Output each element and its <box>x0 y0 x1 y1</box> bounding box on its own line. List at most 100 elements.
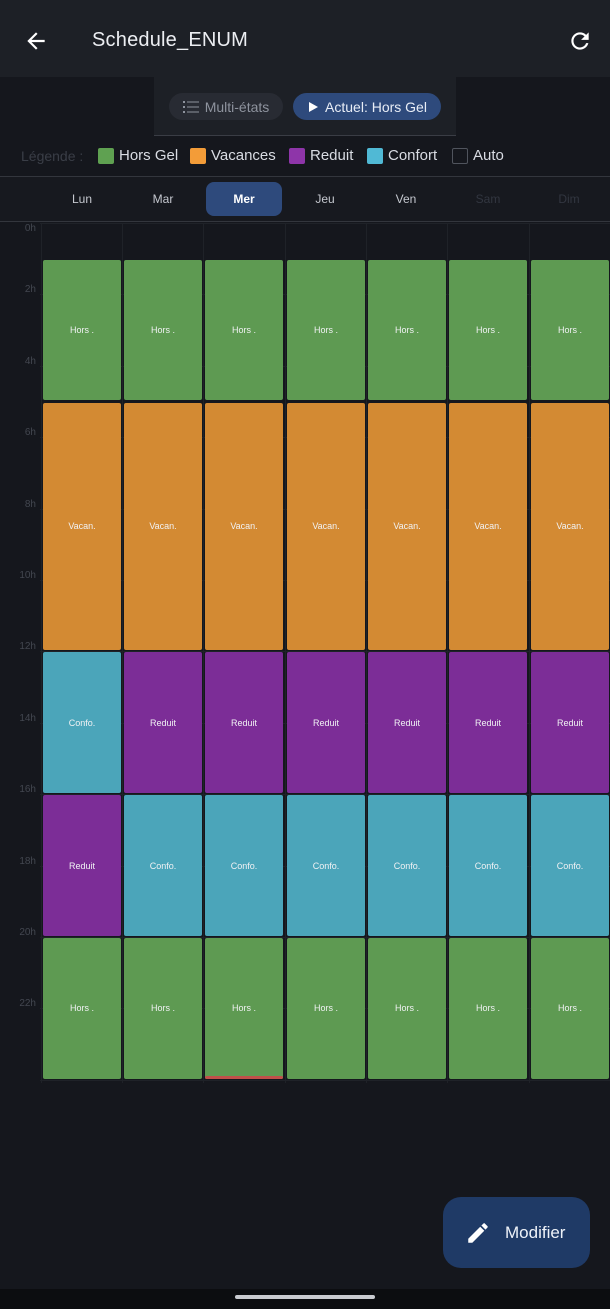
list-icon <box>182 100 199 113</box>
schedule-block-vac[interactable]: Vacan. <box>531 402 609 651</box>
schedule-block-red[interactable]: Reduit <box>449 652 527 794</box>
multi-states-chip[interactable]: Multi-états <box>169 93 283 120</box>
schedule-block-vac[interactable]: Vacan. <box>205 402 283 651</box>
schedule-block-hors[interactable]: Hors . <box>205 259 283 401</box>
schedule-block-hors[interactable]: Hors . <box>287 938 365 1079</box>
legend-item-vacances: Vacances <box>190 147 276 164</box>
day-tabs: Lun Mar Mer Jeu Ven Sam Dim <box>0 176 610 222</box>
schedule-block-red[interactable]: Reduit <box>124 652 202 794</box>
schedule-block-conf[interactable]: Confo. <box>124 795 202 936</box>
schedule-block-vac[interactable]: Vacan. <box>124 402 202 651</box>
schedule-grid[interactable]: 0h 2h 4h 6h 8h 10h 12h 14h 16h 18h 20h 22h Hors . Vac… <box>0 223 610 1083</box>
schedule-block-red[interactable]: Reduit <box>287 652 365 794</box>
schedule-block-red[interactable]: Reduit <box>205 652 283 794</box>
grid-column-line <box>122 223 123 1083</box>
hour-label: 20h <box>19 927 36 938</box>
legend-swatch <box>367 147 383 164</box>
schedule-block-red[interactable]: Reduit <box>368 652 446 794</box>
schedule-block-conf[interactable]: Confo. <box>531 795 609 936</box>
hour-label: 10h <box>19 570 36 581</box>
legend-title: Légende : <box>21 148 84 164</box>
system-nav-bar <box>0 1289 610 1309</box>
legend-item-label: Confort <box>388 147 438 164</box>
schedule-block-vac[interactable]: Vacan. <box>43 402 121 651</box>
legend: Légende : Hors Gel Vacances Reduit Confo… <box>0 140 610 172</box>
legend-item-label: Vacances <box>211 147 276 164</box>
multi-states-label: Multi-états <box>204 98 270 115</box>
schedule-block-hors[interactable]: Hors . <box>531 938 609 1079</box>
schedule-block-hors[interactable]: Hors . <box>368 259 446 401</box>
legend-item-label: Auto <box>473 147 504 164</box>
legend-item-auto: Auto <box>452 147 504 164</box>
schedule-block-hors[interactable]: Hors . <box>205 938 283 1079</box>
legend-swatch <box>289 147 305 164</box>
tab-day-mer[interactable]: Mer <box>206 182 282 216</box>
tab-day-lun[interactable]: Lun <box>71 192 93 206</box>
legend-item-hors-gel: Hors Gel <box>98 147 178 164</box>
grid-column-line <box>285 223 286 1083</box>
modify-button-label: Modifier <box>505 1222 566 1242</box>
schedule-block-vac[interactable]: Vacan. <box>287 402 365 651</box>
grid-hour-line <box>40 794 610 796</box>
hour-label: 0h <box>24 223 36 234</box>
schedule-block-hors[interactable]: Hors . <box>287 259 365 401</box>
schedule-block-conf[interactable]: Confo. <box>449 795 527 936</box>
legend-item-label: Reduit <box>310 147 354 164</box>
hour-label: 12h <box>19 641 36 653</box>
grid-column-line <box>41 223 42 1083</box>
tab-day-ven[interactable]: Ven <box>395 192 417 206</box>
hour-label: 14h <box>19 712 36 724</box>
hour-label: 22h <box>19 998 36 1010</box>
schedule-block-hors[interactable]: Hors . <box>368 938 446 1079</box>
schedule-block-hors[interactable]: Hors . <box>531 259 609 401</box>
grid-hour-line <box>40 223 610 224</box>
schedule-block-red[interactable]: Reduit <box>43 795 121 936</box>
grid-hour-line <box>40 937 610 938</box>
home-handle[interactable] <box>235 1295 375 1299</box>
hour-label: 6h <box>24 427 36 439</box>
schedule-block-red[interactable]: Reduit <box>531 652 609 794</box>
schedule-block-hors[interactable]: Hors . <box>449 259 527 401</box>
schedule-block-conf[interactable]: Confo. <box>43 652 121 794</box>
schedule-block-conf[interactable]: Confo. <box>205 795 283 936</box>
grid-column-line <box>447 223 448 1083</box>
grid-column-line <box>366 223 367 1083</box>
legend-item-confort: Confort <box>367 147 437 164</box>
back-arrow-icon[interactable] <box>18 24 54 58</box>
tab-day-jeu[interactable]: Jeu <box>315 192 335 206</box>
legend-item-label: Hors Gel <box>119 147 179 164</box>
legend-swatch <box>452 147 468 164</box>
schedule-block-hors[interactable]: Hors . <box>124 938 202 1079</box>
pencil-icon <box>468 1222 488 1243</box>
hour-label: 16h <box>19 784 36 796</box>
tab-day-dim[interactable]: Dim <box>558 192 580 206</box>
grid-hour-line <box>40 1079 610 1081</box>
schedule-block-hors[interactable]: Hors . <box>449 938 527 1079</box>
schedule-block-hors[interactable]: Hors . <box>124 259 202 401</box>
schedule-block-conf[interactable]: Confo. <box>368 795 446 936</box>
schedule-block-vac[interactable]: Vacan. <box>449 402 527 651</box>
hour-label: 2h <box>24 284 36 296</box>
grid-column-line <box>529 223 530 1083</box>
app-bar: Schedule_ENUM <box>0 0 610 77</box>
tab-day-sam[interactable]: Sam <box>475 192 501 206</box>
current-state-chip[interactable]: Actuel: Hors Gel <box>293 93 441 120</box>
grid-column-line <box>203 223 204 1083</box>
legend-swatch <box>190 147 206 164</box>
schedule-block-hors[interactable]: Hors . <box>43 938 121 1079</box>
schedule-block-conf[interactable]: Confo. <box>287 795 365 936</box>
refresh-icon[interactable] <box>562 24 598 58</box>
legend-item-reduit: Reduit <box>289 147 353 164</box>
current-day-marker <box>205 1075 283 1079</box>
current-state-label: Actuel: Hors Gel <box>325 98 427 115</box>
schedule-block-hors[interactable]: Hors . <box>43 259 121 401</box>
hour-label: 18h <box>19 855 36 867</box>
play-icon <box>309 101 319 112</box>
tab-day-mar[interactable]: Mar <box>152 192 174 206</box>
modify-button[interactable]: Modifier <box>443 1197 590 1268</box>
grid-hour-line <box>40 651 610 653</box>
schedule-block-vac[interactable]: Vacan. <box>368 402 446 651</box>
mode-bar: Multi-états Actuel: Hors Gel <box>154 77 456 136</box>
legend-swatch <box>98 147 114 164</box>
page-title: Schedule_ENUM <box>92 29 249 51</box>
